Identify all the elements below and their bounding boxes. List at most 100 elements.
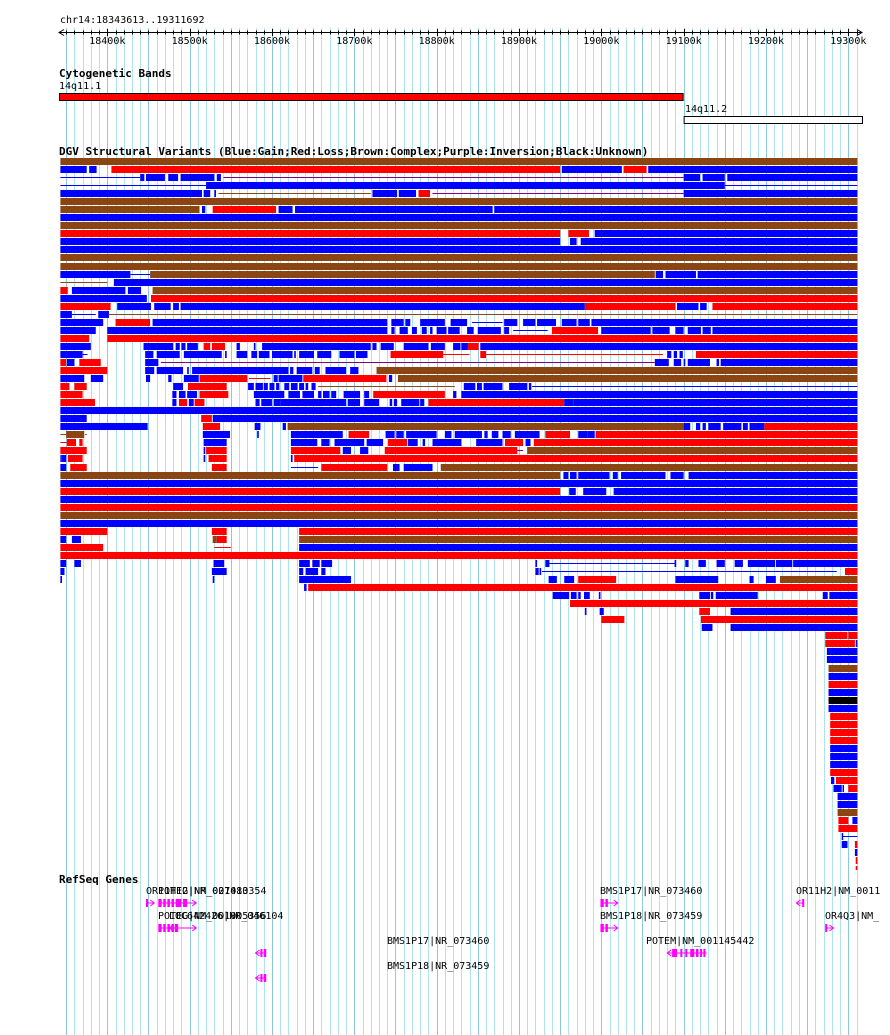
gene-label[interactable]: OR11H12|NM_001013354: [146, 886, 267, 897]
dgv-variant-block: [854, 849, 858, 856]
dgv-variant-block: [299, 568, 304, 575]
dgv-variant-block: [830, 721, 858, 728]
dgv-row: [60, 166, 858, 173]
dgv-row: [60, 190, 858, 197]
dgv-variant-block: [842, 785, 845, 792]
dgv-variant-block: [296, 367, 313, 374]
dgv-variant-block: [710, 592, 714, 599]
dgv-variant-block: [674, 560, 677, 567]
dgv-row: [60, 263, 858, 270]
dgv-variant-block: [263, 383, 268, 390]
gene-exon: [263, 949, 267, 957]
gene-glyph: [600, 924, 619, 932]
dgv-variant-block: [287, 423, 684, 430]
dgv-row: [60, 287, 858, 294]
dgv-variant-block: [173, 303, 179, 310]
gene-label[interactable]: BMS1P17|NR_073460: [600, 886, 703, 897]
dgv-variant-block: [225, 351, 227, 358]
dgv-variant-block: [673, 351, 678, 358]
gene-exon: [145, 899, 148, 907]
dgv-variant-block: [74, 560, 81, 567]
dgv-row: [60, 464, 858, 471]
dgv-variant-block: [655, 271, 664, 278]
dgv-variant-block: [775, 560, 793, 567]
ruler[interactable]: 18400k 18500k 18600k 18700k 18800k 18900k 1900…: [0, 0, 890, 50]
dgv-variant-block: [178, 399, 188, 406]
ruler-tick-label: 18800k: [419, 36, 455, 47]
gene-exon: [260, 949, 263, 957]
dgv-variant-block: [183, 375, 199, 382]
dgv-row: [60, 359, 858, 366]
ruler-tick-label: 18500k: [172, 36, 208, 47]
dgv-variant-block: [407, 439, 418, 446]
dgv-track-title: DGV Structural Variants (Blue:Gain;Red:L…: [59, 145, 649, 158]
dgv-variant-block: [822, 592, 828, 599]
dgv-variant-block: [251, 351, 258, 358]
dgv-variant-block: [855, 866, 858, 870]
gene-exon: [163, 924, 166, 932]
cytoband-track[interactable]: [0, 0, 890, 130]
gene-glyph: [254, 974, 267, 982]
dgv-variant-block: [321, 560, 333, 567]
dgv-variant-block: [837, 793, 858, 800]
dgv-variant-block: [145, 359, 159, 366]
dgv-variant-block: [257, 431, 259, 438]
dgv-variant-block: [390, 351, 444, 358]
dgv-variant-block: [60, 552, 858, 559]
gene-exon: [680, 949, 683, 957]
gene-label[interactable]: OR11H2|NM_0011: [796, 886, 881, 897]
dgv-variant-block: [276, 383, 280, 390]
dgv-variant-block: [60, 351, 83, 358]
dgv-variant-block: [601, 327, 651, 334]
dgv-variant-block: [564, 399, 574, 406]
dgv-variant-block: [321, 464, 388, 471]
dgv-variant-block: [216, 536, 227, 543]
strand-arrow-left-icon: [254, 949, 260, 957]
gene-label[interactable]: POTEG|NR_027480: [158, 886, 249, 897]
dgv-variant-block: [670, 472, 684, 479]
ruler-tick-label: 19200k: [748, 36, 784, 47]
dgv-variant-block: [578, 576, 617, 583]
dgv-variant-block: [561, 319, 577, 326]
dgv-variant-block: [376, 367, 858, 374]
gene-label[interactable]: OR4Q3|NM_: [825, 911, 880, 922]
dgv-variant-block: [183, 351, 222, 358]
dgv-variant-block: [145, 375, 151, 382]
dgv-variant-block: [384, 447, 518, 454]
dgv-variant-block: [716, 359, 720, 366]
dgv-variant-block: [60, 568, 65, 575]
dgv-row: [830, 713, 858, 720]
dgv-variant-block: [248, 383, 254, 390]
dgv-row: [304, 584, 858, 591]
gene-label[interactable]: POTEM|NM_001145442: [646, 936, 755, 947]
gene-label[interactable]: POTEG|NM_001005356: [158, 911, 267, 922]
dgv-row: [60, 327, 858, 334]
dgv-variant-block: [652, 327, 670, 334]
dgv-variant-block: [60, 295, 147, 302]
cytoband-14q11.2: [683, 116, 864, 124]
dgv-row: [60, 488, 858, 495]
gene-exon: [171, 924, 174, 932]
gene-label[interactable]: BMS1P18|NR_073459: [600, 911, 703, 922]
dgv-variant-block: [675, 576, 719, 583]
gene-label[interactable]: BMS1P17|NR_073460: [387, 936, 490, 947]
dgv-variant-block: [60, 263, 858, 270]
gene-label[interactable]: BMS1P18|NR_073459: [387, 961, 490, 972]
gene-label[interactable]: LOC642426|NR_046104: [169, 911, 284, 922]
dgv-variant-block: [533, 439, 858, 446]
dgv-row: [854, 849, 858, 856]
dgv-variant-block: [373, 391, 445, 398]
dgv-row: [60, 335, 858, 342]
dgv-variant-block: [504, 327, 510, 334]
dgv-variant-block: [253, 343, 256, 350]
dgv-variant-block: [366, 439, 370, 446]
dgv-row: [570, 600, 858, 607]
dgv-variant-block: [187, 343, 198, 350]
dgv-variant-block: [392, 464, 400, 471]
ruler-tick-label: 18900k: [501, 36, 537, 47]
dgv-variant-block: [613, 488, 858, 495]
dgv-variant-block: [855, 640, 858, 647]
dgv-variant-block: [74, 383, 87, 390]
dgv-variant-block: [535, 560, 538, 567]
dgv-track[interactable]: [0, 0, 890, 870]
